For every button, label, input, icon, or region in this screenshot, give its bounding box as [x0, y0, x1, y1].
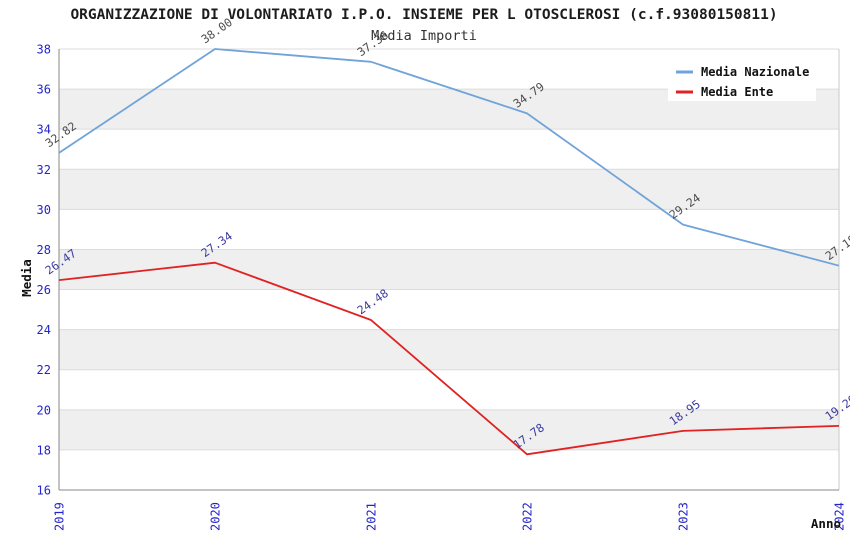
y-tick-label: 38 — [37, 43, 51, 57]
background-bands — [59, 89, 839, 450]
chart-subtitle: Media Importi — [371, 28, 477, 44]
band — [59, 169, 839, 210]
x-tick-label: 2023 — [677, 502, 691, 531]
y-tick-label: 26 — [37, 283, 51, 297]
legend-label-media-nazionale: Media Nazionale — [701, 65, 809, 79]
x-tick-label: 2024 — [833, 502, 847, 531]
data-point-label: 27.19 — [823, 232, 850, 263]
x-tick-label: 2021 — [365, 502, 379, 531]
series-line-media-nazionale — [58, 48, 840, 267]
data-point-label: 19.20 — [823, 392, 850, 423]
band — [59, 249, 839, 290]
axes — [58, 49, 840, 491]
y-tick-label: 20 — [37, 403, 51, 417]
y-tick-label: 32 — [37, 163, 51, 177]
band — [59, 329, 839, 370]
series-line-media-ente — [58, 261, 840, 456]
y-tick-label: 34 — [37, 123, 51, 137]
y-tick-label: 30 — [37, 203, 51, 217]
x-axis-title: Anno — [811, 516, 841, 531]
series-lines — [58, 48, 840, 456]
y-tick-label: 18 — [37, 443, 51, 457]
y-tick-label: 36 — [37, 83, 51, 97]
x-tick-label: 2019 — [53, 502, 67, 531]
chart-title: ORGANIZZAZIONE DI VOLONTARIATO I.P.O. IN… — [70, 7, 777, 23]
y-axis-title: Media — [19, 259, 34, 297]
x-tick-label: 2022 — [521, 502, 535, 531]
y-tick-label: 22 — [37, 363, 51, 377]
y-tick-label: 28 — [37, 243, 51, 257]
data-point-label: 24.48 — [355, 286, 391, 317]
legend: Media Nazionale Media Ente — [668, 53, 816, 101]
y-tick-label: 24 — [37, 323, 51, 337]
x-tick-label: 2020 — [209, 502, 223, 531]
y-tick-label: 16 — [37, 484, 51, 498]
legend-label-media-ente: Media Ente — [701, 85, 773, 99]
